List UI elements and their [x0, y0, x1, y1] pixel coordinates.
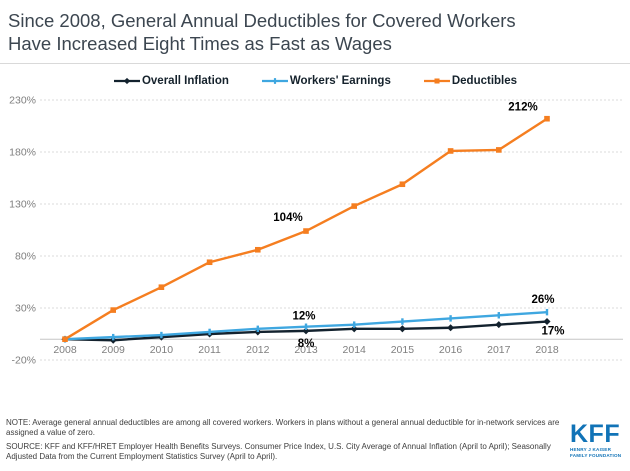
x-tick-label: 2011 — [198, 344, 221, 356]
legend-item-workers-earnings: Workers' Earnings — [261, 75, 391, 87]
x-tick-label: 2016 — [439, 344, 463, 356]
x-axis-labels: 2008 2009 2010 2011 2012 2013 2014 2015 2016 2017… — [53, 344, 559, 356]
x-tick-label: 2018 — [535, 344, 559, 356]
y-tick-label: 80% — [15, 251, 36, 263]
page-title: Since 2008, General Annual Deductibles f… — [0, 0, 630, 64]
title-line-2: Have Increased Eight Times as Fast as Wa… — [8, 33, 392, 55]
data-label-deductibles-2013: 104% — [273, 212, 302, 224]
legend-label: Overall Inflation — [141, 75, 229, 87]
data-label-workers-earnings-2018: 26% — [531, 294, 554, 306]
x-tick-label: 2009 — [102, 344, 126, 356]
data-label-workers-earnings-2013: 12% — [292, 311, 315, 323]
x-tick-label: 2015 — [391, 344, 415, 356]
note-text: NOTE: Average general annual deductibles… — [6, 418, 560, 438]
legend: Overall Inflation Workers' Earnings Deduct… — [0, 75, 630, 87]
footer: NOTE: Average general annual deductibles… — [0, 416, 630, 466]
x-tick-label: 2013 — [294, 344, 318, 356]
data-labels: 104% 212% 12% 8% 26% 17% — [273, 102, 564, 350]
legend-marker-overall-inflation-icon — [113, 77, 140, 85]
y-axis-labels: 230% 180% 130% 80% 30% -20% — [9, 95, 36, 367]
y-tick-label: 30% — [15, 303, 36, 315]
data-label-deductibles-2018: 212% — [508, 102, 537, 114]
footer-notes: NOTE: Average general annual deductibles… — [6, 418, 570, 466]
y-tick-label: 230% — [9, 95, 36, 107]
x-tick-label: 2017 — [487, 344, 511, 356]
x-tick-label: 2010 — [150, 344, 174, 356]
data-label-overall-inflation-2018: 17% — [541, 326, 564, 338]
legend-label: Deductibles — [451, 75, 518, 87]
x-tick-label: 2014 — [343, 344, 367, 356]
source-text: SOURCE: KFF and KFF/HRET Employer Health… — [6, 441, 551, 462]
series-line-deductibles — [62, 115, 550, 342]
legend-label: Workers' Earnings — [289, 75, 391, 87]
y-tick-label: 180% — [9, 147, 36, 159]
y-tick-label: -20% — [11, 355, 36, 367]
kff-logo-text: KFF — [570, 420, 621, 448]
legend-item-deductibles: Deductibles — [423, 75, 517, 87]
kff-logo: KFF HENRY J KAISER FAMILY FOUNDATION — [570, 418, 626, 459]
legend-item-overall-inflation: Overall Inflation — [113, 75, 229, 87]
gridlines — [40, 99, 623, 361]
x-tick-label: 2008 — [53, 344, 77, 356]
legend-marker-workers-earnings-icon — [261, 78, 288, 84]
data-label-overall-inflation-2013: 8% — [298, 338, 315, 350]
legend-marker-deductibles-icon — [423, 78, 450, 84]
kff-logo-subtext: HENRY J KAISER FAMILY FOUNDATION — [570, 447, 622, 458]
y-tick-label: 130% — [9, 199, 36, 211]
x-tick-label: 2012 — [246, 344, 270, 356]
title-line-1: Since 2008, General Annual Deductibles f… — [8, 10, 516, 31]
chart-svg: 230%180%130%80%30%-20%2008 2009 2010 2011 20… — [9, 95, 623, 367]
